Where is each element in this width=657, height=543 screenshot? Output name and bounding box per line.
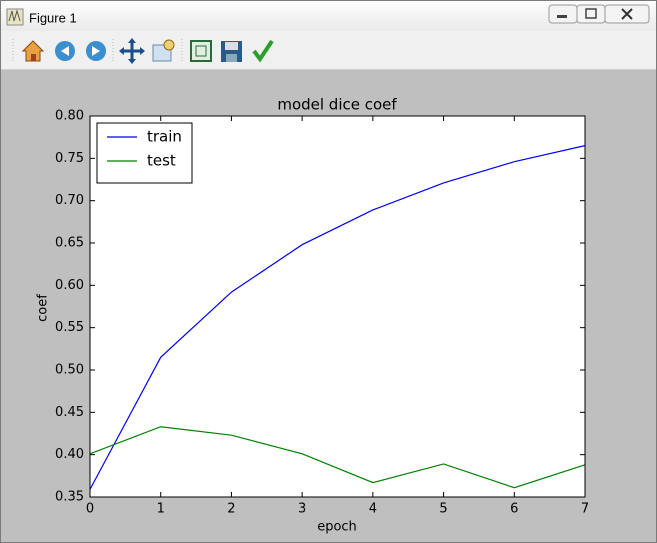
y-tick-label: 0.70 [55, 193, 84, 208]
window-title: Figure 1 [29, 10, 77, 25]
forward-button[interactable] [86, 41, 106, 61]
toolbar [1, 31, 656, 70]
subplots-button[interactable] [190, 40, 212, 62]
pan-button[interactable] [119, 38, 145, 64]
y-tick-label: 0.65 [55, 236, 84, 251]
data-line [89, 145, 586, 490]
y-tick-label: 0.35 [55, 490, 84, 505]
x-axis-label: epoch [317, 520, 357, 535]
app-icon-glyph [8, 9, 21, 22]
y-tick-label: 0.45 [55, 405, 84, 420]
y-tick-label: 0.80 [55, 109, 84, 124]
x-tick-label: 1 [157, 502, 165, 517]
apply-button[interactable] [252, 39, 274, 63]
y-tick-label: 0.55 [55, 320, 84, 335]
x-tick-label: 0 [86, 502, 94, 517]
y-tick-label: 0.75 [55, 151, 84, 166]
x-tick-label: 5 [439, 502, 447, 517]
home-button[interactable] [21, 40, 45, 62]
toolbar-separator [12, 39, 183, 63]
zoom-button[interactable] [152, 39, 175, 62]
legend [96, 122, 193, 184]
title-bar: Figure 1 [1, 1, 656, 31]
x-tick-label: 4 [369, 502, 377, 517]
plot-frame [89, 115, 586, 498]
back-button[interactable] [55, 41, 75, 61]
legend-label: test [147, 152, 176, 170]
chart-title: model dice coef [277, 96, 397, 114]
x-tick-label: 7 [581, 502, 589, 517]
title-bar-graphics: Figure 1 [6, 4, 650, 26]
x-tick-label: 3 [298, 502, 306, 517]
y-axis-label: coef [36, 294, 51, 322]
y-tick-label: 0.60 [55, 278, 84, 293]
legend-label: train [147, 128, 182, 146]
maximize-button[interactable] [576, 4, 606, 24]
chart: model dice coef epoch coef 0.35 0.40 0.45 0… [36, 96, 590, 535]
toolbar-graphics [12, 38, 274, 64]
y-tick-label: 0.40 [55, 447, 84, 462]
x-tick-label: 2 [227, 502, 235, 517]
close-button[interactable] [604, 4, 650, 24]
data-line [89, 426, 586, 489]
x-tick-label: 6 [510, 502, 518, 517]
save-button[interactable] [221, 41, 242, 62]
minimize-button[interactable] [548, 4, 578, 24]
y-tick-label: 0.50 [55, 363, 84, 378]
